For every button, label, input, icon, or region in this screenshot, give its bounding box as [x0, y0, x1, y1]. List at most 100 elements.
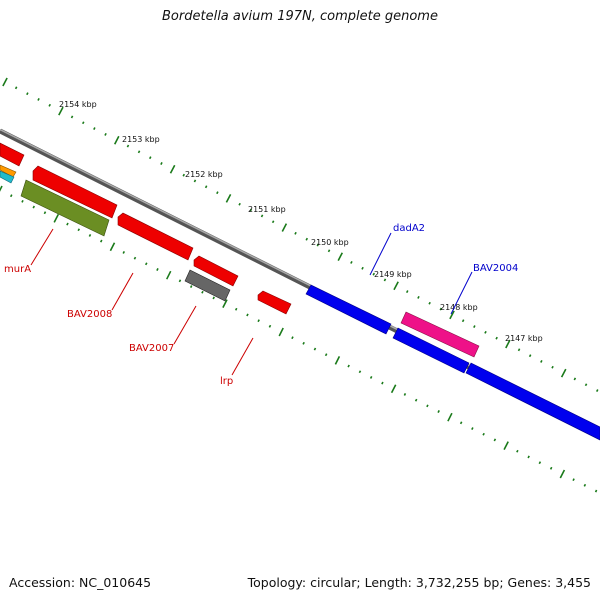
minor-tick — [324, 353, 328, 357]
minor-tick — [93, 127, 96, 130]
major-tick — [53, 214, 60, 223]
minor-tick — [291, 336, 294, 340]
minor-tick — [316, 243, 320, 247]
gene-partial-3[interactable] — [0, 170, 15, 184]
minor-tick — [99, 239, 103, 243]
minor-tick — [48, 103, 52, 107]
major-tick — [169, 164, 176, 174]
minor-tick — [32, 205, 36, 209]
scale-label: 2147 kbp — [505, 334, 543, 343]
gene-BAV2008[interactable] — [32, 165, 118, 219]
gene-murA[interactable] — [20, 179, 110, 237]
minor-tick — [70, 115, 74, 119]
minor-tick — [516, 449, 519, 453]
major-tick — [337, 252, 344, 261]
minor-tick — [77, 228, 81, 232]
minor-tick — [216, 191, 219, 195]
major-tick — [109, 242, 116, 252]
scale-label: 2152 kbp — [185, 170, 223, 179]
minor-tick — [88, 234, 92, 237]
minor-tick — [473, 325, 476, 328]
minor-tick — [122, 251, 126, 254]
minor-tick — [305, 237, 309, 241]
forward-genes — [305, 284, 600, 441]
major-tick — [222, 299, 228, 308]
minor-tick — [583, 483, 587, 487]
reverse-genes — [0, 142, 292, 315]
minor-tick — [551, 365, 554, 369]
minor-tick — [9, 194, 13, 198]
major-tick — [447, 412, 453, 422]
minor-tick — [428, 301, 431, 305]
scale-label: 2151 kbp — [248, 205, 286, 214]
scale-label: 2154 kbp — [59, 100, 97, 109]
leader-BAV2008 — [111, 272, 134, 311]
minor-tick — [572, 478, 575, 482]
minor-tick — [417, 295, 420, 299]
leader-dadA2 — [369, 232, 392, 276]
minor-tick — [43, 211, 47, 215]
gene-lrp[interactable] — [257, 290, 292, 315]
gene-label-dadA2: dadA2 — [393, 223, 425, 234]
minor-tick — [37, 98, 40, 101]
gene-dadA2[interactable] — [305, 284, 392, 335]
minor-tick — [495, 336, 498, 340]
gene-label-BAV2007: BAV2007 — [129, 343, 174, 354]
major-tick — [278, 327, 284, 337]
label-leaders — [30, 228, 473, 376]
minor-tick — [528, 354, 532, 358]
minor-tick — [381, 381, 384, 385]
minor-tick — [137, 150, 141, 154]
major-tick — [58, 106, 64, 116]
minor-tick — [372, 272, 376, 276]
minor-tick — [144, 262, 148, 266]
gene-reverse-2[interactable] — [193, 255, 239, 287]
gene-label-lrp: lrp — [220, 376, 233, 387]
gene-forward-1[interactable] — [392, 327, 470, 374]
major-tick — [505, 339, 511, 349]
minor-tick — [595, 389, 599, 392]
minor-tick — [403, 393, 407, 396]
scale-label: 2153 kbp — [122, 135, 160, 144]
minor-tick — [594, 489, 598, 493]
minor-tick — [268, 324, 272, 328]
minor-tick — [238, 202, 241, 206]
minor-tick — [160, 162, 163, 165]
leader-lrp — [231, 337, 254, 376]
gene-BAV2004[interactable] — [400, 311, 480, 358]
gene-label-murA: murA — [4, 264, 31, 275]
minor-tick — [459, 421, 463, 425]
gene-partial-1[interactable] — [0, 142, 25, 167]
major-tick — [393, 281, 399, 291]
gene-label-BAV2004: BAV2004 — [473, 263, 518, 274]
minor-tick — [549, 466, 553, 470]
minor-tick — [156, 268, 159, 271]
major-tick — [281, 223, 288, 232]
major-tick — [449, 310, 455, 320]
major-tick — [165, 270, 172, 280]
minor-tick — [347, 364, 350, 368]
scale-label: 2149 kbp — [374, 270, 412, 279]
minor-tick — [294, 231, 297, 235]
minor-tick — [517, 348, 521, 352]
minor-tick — [405, 290, 409, 294]
minor-tick — [104, 132, 107, 136]
minor-tick — [257, 319, 260, 323]
gene-BAV2007[interactable] — [184, 269, 231, 302]
scale-labels: 2154 kbp 2153 kbp 2152 kbp 2151 kbp 2150… — [59, 100, 543, 343]
minor-tick — [358, 370, 362, 374]
scale-label: 2150 kbp — [311, 238, 349, 247]
minor-tick — [178, 279, 182, 283]
outer-tick-track — [2, 77, 599, 392]
minor-tick — [204, 185, 208, 189]
page-title: Bordetella avium 197N, complete genome — [162, 9, 438, 24]
minor-tick — [461, 319, 465, 323]
minor-tick — [26, 92, 29, 96]
minor-tick — [361, 266, 364, 270]
leader-murA — [30, 228, 54, 266]
minor-tick — [234, 307, 238, 311]
gene-reverse-1[interactable] — [117, 212, 194, 261]
minor-tick — [439, 307, 443, 311]
minor-tick — [126, 144, 130, 148]
gene-forward-2[interactable] — [465, 362, 600, 441]
